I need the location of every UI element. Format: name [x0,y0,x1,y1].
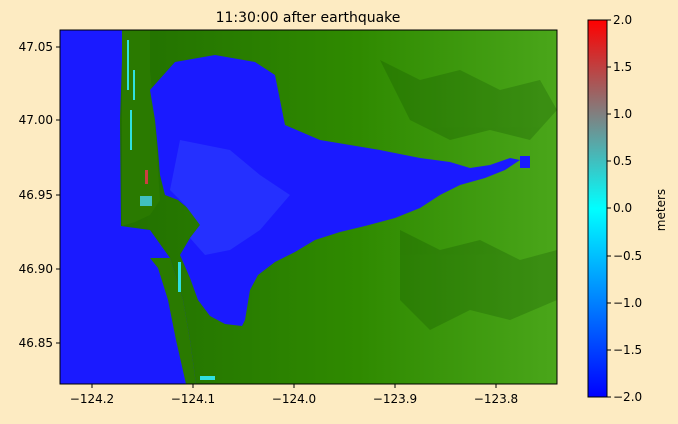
y-axis: 47.05 47.00 46.95 46.90 46.85 [19,40,60,350]
map-area [60,30,557,384]
terrain-shading [380,60,557,330]
y-tick-label: 46.85 [19,336,53,350]
colorbar-label: meters [654,189,668,231]
x-tick-label: −124.0 [272,392,316,406]
map-frame [59,29,558,385]
colorbar-tick-label: −2.0 [613,390,642,404]
x-tick-label: −123.9 [373,392,417,406]
colorbar-ticks: 2.0 1.5 1.0 0.5 0.0 −0.5 −1.0 −1.5 −2.0 [607,13,642,404]
colorbar-tick-label: −1.0 [613,296,642,310]
y-tick-label: 47.05 [19,40,53,54]
x-tick-label: −124.1 [171,392,215,406]
colorbar-tick-label: 2.0 [613,13,632,27]
x-axis: −124.2 −124.1 −124.0 −123.9 −123.8 [70,384,518,406]
x-tick-label: −123.8 [474,392,518,406]
colorbar-tick-label: −0.5 [613,249,642,263]
y-tick-label: 46.95 [19,188,53,202]
harbor-channel [170,140,290,255]
colorbar-gradient [587,19,608,398]
colorbar: 2.0 1.5 1.0 0.5 0.0 −0.5 −1.0 −1.5 −2.0 … [587,13,668,404]
plot-title: 11:30:00 after earthquake [216,10,401,26]
south-spit [150,258,196,384]
north-spit [122,30,160,226]
x-tick-label: −124.2 [70,392,114,406]
colorbar-tick-label: 1.0 [613,107,632,121]
chehalis-river [520,156,530,168]
colorbar-tick-label: 0.0 [613,201,632,215]
colorbar-tick-label: −1.5 [613,343,642,357]
inundation-speckles [127,40,215,380]
pacific-ocean [60,30,196,384]
colorbar-tick-label: 0.5 [613,154,632,168]
y-tick-label: 47.00 [19,113,53,127]
colorbar-tick-label: 1.5 [613,60,632,74]
grays-harbor-bay [150,55,520,326]
y-tick-label: 46.90 [19,262,53,276]
